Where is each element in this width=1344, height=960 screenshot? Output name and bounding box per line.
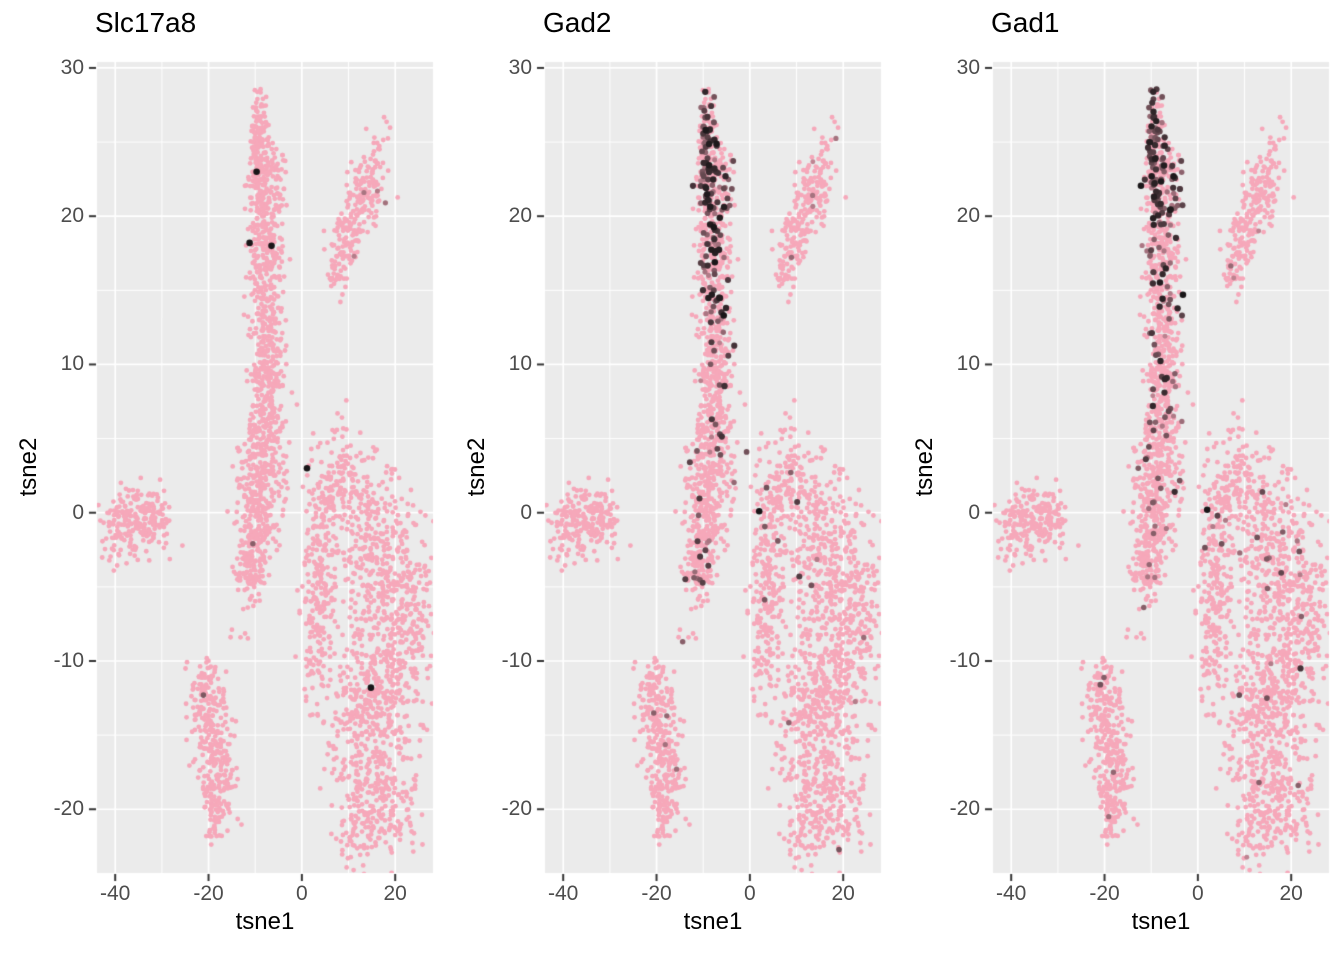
- y-tick-label: 30: [60, 55, 84, 79]
- y-tick-label: 20: [60, 204, 84, 228]
- x-tick-label: -20: [193, 882, 224, 905]
- y-tick-label: 20: [508, 204, 532, 228]
- panel-title: Gad1: [991, 7, 1060, 38]
- x-axis-label: tsne1: [683, 908, 743, 935]
- y-tick-label: 30: [508, 55, 532, 79]
- y-tick-label: -20: [949, 797, 980, 821]
- x-tick-label: -20: [1089, 882, 1120, 905]
- y-axis-label: tsne2: [15, 437, 42, 497]
- panel-slc17a8: Slc17a8 30 20 10 0 -10 -20 -40 -20 0 20 tsne1 tsn…: [0, 0, 448, 960]
- y-tick-label: 0: [72, 500, 84, 524]
- scatter-plot-canvas: [0, 0, 448, 960]
- x-tick-label: 0: [1192, 882, 1204, 905]
- y-tick-label: -10: [949, 648, 980, 672]
- x-axis-label: tsne1: [235, 908, 295, 935]
- x-tick-label: -40: [548, 882, 579, 905]
- scatter-plot-canvas: [896, 0, 1344, 960]
- y-tick-label: 20: [956, 204, 980, 228]
- x-tick-label: -40: [996, 882, 1027, 905]
- x-tick-label: -40: [100, 882, 131, 905]
- panel-gad1: Gad1 30 20 10 0 -10 -20 -40 -20 0 20 tsne1 tsne2: [896, 0, 1344, 960]
- x-tick-label: 20: [1279, 882, 1303, 905]
- y-tick-label: 10: [508, 352, 532, 376]
- panel-title: Slc17a8: [95, 7, 197, 38]
- panel-gad2: Gad2 30 20 10 0 -10 -20 -40 -20 0 20 tsne1 tsne2: [448, 0, 896, 960]
- x-tick-label: 0: [744, 882, 756, 905]
- panel-title: Gad2: [543, 7, 612, 38]
- x-tick-label: 0: [296, 882, 308, 905]
- x-tick-label: 20: [383, 882, 407, 905]
- y-tick-label: -20: [53, 797, 84, 821]
- y-tick-label: 10: [956, 352, 980, 376]
- y-tick-label: -20: [501, 797, 532, 821]
- y-tick-label: -10: [501, 648, 532, 672]
- y-axis-label: tsne2: [463, 437, 490, 497]
- scatter-plot-canvas: [448, 0, 896, 960]
- y-tick-label: 30: [956, 55, 980, 79]
- y-tick-label: 10: [60, 352, 84, 376]
- x-axis-label: tsne1: [1131, 908, 1191, 935]
- x-tick-label: -20: [641, 882, 672, 905]
- y-tick-label: 0: [968, 500, 980, 524]
- y-tick-label: 0: [520, 500, 532, 524]
- y-axis-label: tsne2: [911, 437, 938, 497]
- y-tick-label: -10: [53, 648, 84, 672]
- x-tick-label: 20: [831, 882, 855, 905]
